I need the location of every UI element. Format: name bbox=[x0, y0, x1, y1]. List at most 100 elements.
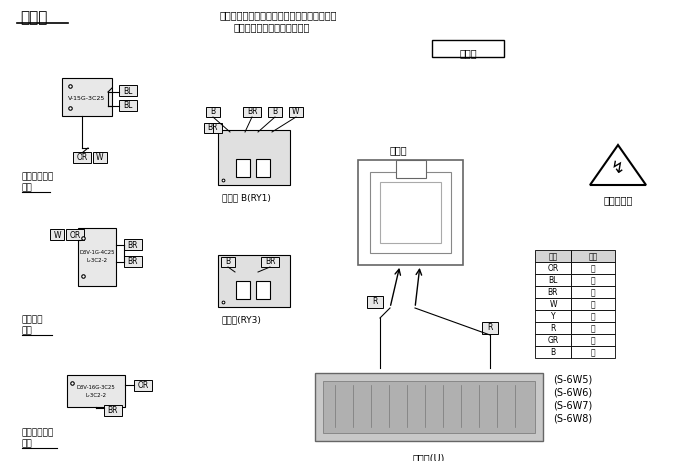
Text: OR: OR bbox=[137, 380, 148, 390]
Text: (S-6W6): (S-6W6) bbox=[553, 387, 592, 397]
Bar bbox=[571, 250, 615, 262]
Text: 橙: 橙 bbox=[590, 264, 595, 273]
Text: (S-6W5): (S-6W5) bbox=[553, 374, 592, 384]
Text: (S-6W7): (S-6W7) bbox=[553, 400, 592, 410]
Text: OR: OR bbox=[547, 264, 558, 273]
Text: 白: 白 bbox=[590, 300, 595, 309]
Text: BR: BR bbox=[265, 258, 275, 266]
Bar bbox=[432, 40, 504, 57]
Bar bbox=[206, 107, 220, 117]
Bar bbox=[571, 334, 615, 346]
Bar bbox=[289, 107, 303, 117]
Text: 次级碰锁开关: 次级碰锁开关 bbox=[22, 428, 54, 437]
Text: 新高比: 新高比 bbox=[459, 48, 477, 58]
Text: 蓝: 蓝 bbox=[590, 276, 595, 285]
Text: 磁控管: 磁控管 bbox=[390, 145, 408, 155]
Bar bbox=[236, 281, 250, 299]
Bar bbox=[256, 159, 270, 177]
Text: 变频器(U): 变频器(U) bbox=[413, 453, 445, 461]
Bar bbox=[358, 160, 463, 265]
Bar bbox=[571, 346, 615, 358]
Bar bbox=[66, 230, 84, 241]
Text: L-3C2-2: L-3C2-2 bbox=[86, 258, 107, 262]
Text: W: W bbox=[96, 154, 104, 162]
Bar bbox=[323, 381, 535, 433]
Text: 灰: 灰 bbox=[590, 336, 595, 345]
Text: BR: BR bbox=[128, 258, 138, 266]
Text: 棕: 棕 bbox=[590, 288, 595, 297]
Bar bbox=[315, 373, 543, 441]
Bar bbox=[535, 262, 571, 274]
Text: W: W bbox=[292, 107, 300, 117]
Bar bbox=[50, 230, 64, 241]
Text: 注意：高压: 注意：高压 bbox=[604, 195, 633, 205]
Bar bbox=[268, 107, 282, 117]
Text: 中部: 中部 bbox=[22, 326, 33, 335]
Text: BL: BL bbox=[123, 101, 132, 111]
Bar bbox=[571, 262, 615, 274]
Text: W: W bbox=[53, 230, 61, 240]
Bar bbox=[204, 123, 222, 133]
Bar bbox=[571, 322, 615, 334]
Bar bbox=[119, 100, 137, 112]
Text: 颜色: 颜色 bbox=[588, 252, 597, 261]
Text: Y: Y bbox=[551, 312, 556, 321]
Bar bbox=[221, 257, 235, 267]
Text: B: B bbox=[225, 258, 231, 266]
Bar bbox=[571, 310, 615, 322]
Text: D3V-1G-4C25: D3V-1G-4C25 bbox=[79, 249, 115, 254]
Text: R: R bbox=[551, 324, 556, 333]
Text: 顶部: 顶部 bbox=[22, 183, 33, 192]
Bar bbox=[395, 160, 425, 178]
Text: BR: BR bbox=[247, 107, 257, 117]
Bar bbox=[124, 256, 142, 267]
Bar bbox=[236, 159, 250, 177]
Bar bbox=[571, 286, 615, 298]
Text: R: R bbox=[372, 297, 378, 307]
Text: B: B bbox=[210, 107, 215, 117]
Bar bbox=[104, 404, 122, 415]
Bar bbox=[73, 153, 91, 164]
Bar bbox=[380, 182, 441, 243]
Bar bbox=[256, 281, 270, 299]
Text: 符号: 符号 bbox=[549, 252, 558, 261]
Bar bbox=[261, 257, 279, 267]
Bar bbox=[535, 310, 571, 322]
Text: BR: BR bbox=[108, 406, 118, 414]
Bar bbox=[535, 298, 571, 310]
Text: R: R bbox=[487, 324, 493, 332]
Bar bbox=[119, 85, 137, 96]
Text: B: B bbox=[273, 107, 277, 117]
Text: ↯: ↯ bbox=[611, 159, 625, 177]
Bar bbox=[93, 153, 107, 164]
Polygon shape bbox=[590, 145, 646, 185]
Bar bbox=[78, 228, 116, 286]
Bar bbox=[535, 334, 571, 346]
Text: 初级碰锁开关: 初级碰锁开关 bbox=[22, 172, 54, 181]
Bar bbox=[62, 78, 112, 116]
Text: B: B bbox=[551, 348, 556, 357]
Text: GR: GR bbox=[547, 336, 558, 345]
Bar bbox=[218, 130, 290, 185]
Bar bbox=[367, 296, 383, 308]
Text: 黄: 黄 bbox=[590, 312, 595, 321]
Bar bbox=[535, 322, 571, 334]
Text: 括号内所指为接插件的颜色。: 括号内所指为接插件的颜色。 bbox=[234, 22, 310, 32]
Text: 继电器 B(RY1): 继电器 B(RY1) bbox=[222, 193, 271, 202]
Bar bbox=[571, 274, 615, 286]
Bar bbox=[482, 322, 498, 334]
Text: BR: BR bbox=[208, 124, 218, 132]
Text: BR: BR bbox=[548, 288, 558, 297]
Text: 短路开关: 短路开关 bbox=[22, 315, 43, 324]
Bar bbox=[535, 250, 571, 262]
Text: (S-6W8): (S-6W8) bbox=[553, 413, 592, 423]
Bar bbox=[535, 274, 571, 286]
Text: 黑: 黑 bbox=[590, 348, 595, 357]
Text: W: W bbox=[549, 300, 557, 309]
Bar bbox=[243, 107, 261, 117]
Text: 继电器(RY3): 继电器(RY3) bbox=[222, 315, 262, 324]
Bar bbox=[571, 298, 615, 310]
Text: BL: BL bbox=[123, 87, 132, 95]
Text: L-3C2-2: L-3C2-2 bbox=[86, 392, 107, 397]
Bar bbox=[124, 240, 142, 250]
